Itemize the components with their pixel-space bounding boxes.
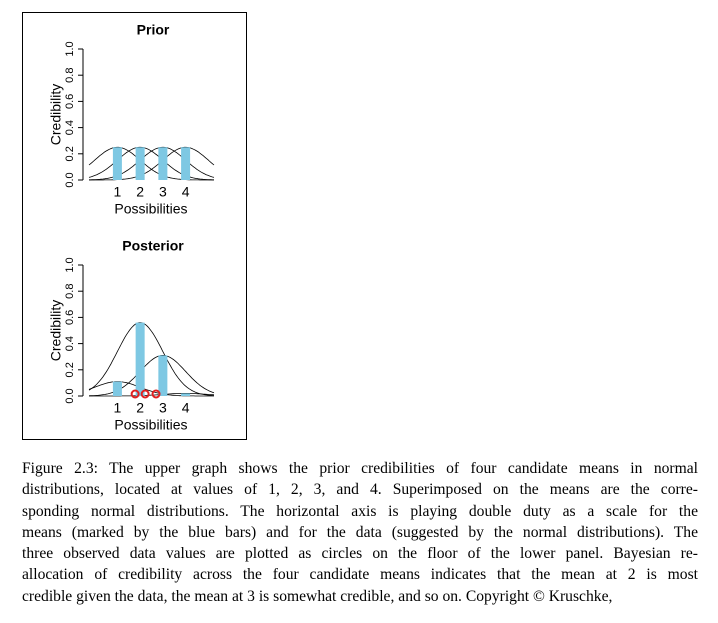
data-point xyxy=(140,389,150,399)
y-tick-label: 0.8 xyxy=(64,68,76,83)
bar xyxy=(158,147,168,180)
bar xyxy=(158,355,168,396)
y-tick-label: 0.8 xyxy=(64,284,76,299)
caption-line: means (marked by the blue bars) and for … xyxy=(22,523,698,541)
x-axis-label: Possibilities xyxy=(114,417,187,433)
x-tick-label: 1 xyxy=(114,184,122,200)
bar xyxy=(181,393,191,396)
normal-curve xyxy=(88,322,215,396)
bar xyxy=(135,147,145,180)
figure-svg: Prior Credibility Possibilities 0.0 0.2 0.4 0.… xyxy=(48,22,215,433)
x-tick-label: 1 xyxy=(114,400,122,416)
x-axis-label: Possibilities xyxy=(114,201,187,217)
x-tick-label: 2 xyxy=(136,184,144,200)
caption-line: credible given the data, the mean at 3 i… xyxy=(22,587,613,605)
x-tick-label: 3 xyxy=(159,184,167,200)
data-point xyxy=(130,389,140,399)
figure: Prior Credibility Possibilities 0.0 0.2 0.4 0.… xyxy=(22,12,247,440)
y-axis-label: Credibility xyxy=(48,300,64,361)
chart-title: Prior xyxy=(137,22,170,38)
caption-line: Figure 2.3: The upper graph shows the pr… xyxy=(22,460,698,477)
y-tick-label: 0.2 xyxy=(64,146,76,161)
x-tick-label: 2 xyxy=(136,400,144,416)
normal-curve xyxy=(89,146,215,181)
normal-curve xyxy=(88,355,215,397)
y-tick-label: 0.6 xyxy=(64,94,76,109)
y-axis-label: Credibility xyxy=(48,84,64,145)
normal-curve xyxy=(88,146,214,181)
caption-line: three observed data values are plotted a… xyxy=(22,545,698,563)
bar xyxy=(112,147,122,180)
chart-title: Posterior xyxy=(122,238,184,254)
y-tick-label: 0.2 xyxy=(64,362,76,377)
data-point xyxy=(151,389,161,399)
x-tick-label: 4 xyxy=(182,184,190,200)
caption-line: sponding normal distributions. The horiz… xyxy=(22,502,698,520)
x-tick-label: 3 xyxy=(159,400,167,416)
y-tick-label: 0.4 xyxy=(64,336,76,351)
y-tick-label: 1.0 xyxy=(64,41,76,56)
normal-curve xyxy=(88,146,214,181)
bar xyxy=(181,147,191,180)
caption-line: allocation of credibility across the fou… xyxy=(22,566,698,584)
y-tick-label: 0.0 xyxy=(64,388,76,403)
normal-curve xyxy=(88,381,214,397)
y-tick-label: 0.6 xyxy=(64,310,76,325)
bar xyxy=(135,322,145,396)
caption-line: distributions, located at values of 1, 2… xyxy=(22,481,698,499)
caption: Figure 2.3: The upper graph shows the pr… xyxy=(22,458,698,607)
normal-curve xyxy=(89,146,215,181)
y-tick-label: 0.4 xyxy=(64,120,76,135)
y-tick-label: 1.0 xyxy=(64,257,76,272)
normal-curve xyxy=(89,393,215,397)
bar xyxy=(112,381,122,396)
y-tick-label: 0.0 xyxy=(64,172,76,187)
x-tick-label: 4 xyxy=(182,400,190,416)
